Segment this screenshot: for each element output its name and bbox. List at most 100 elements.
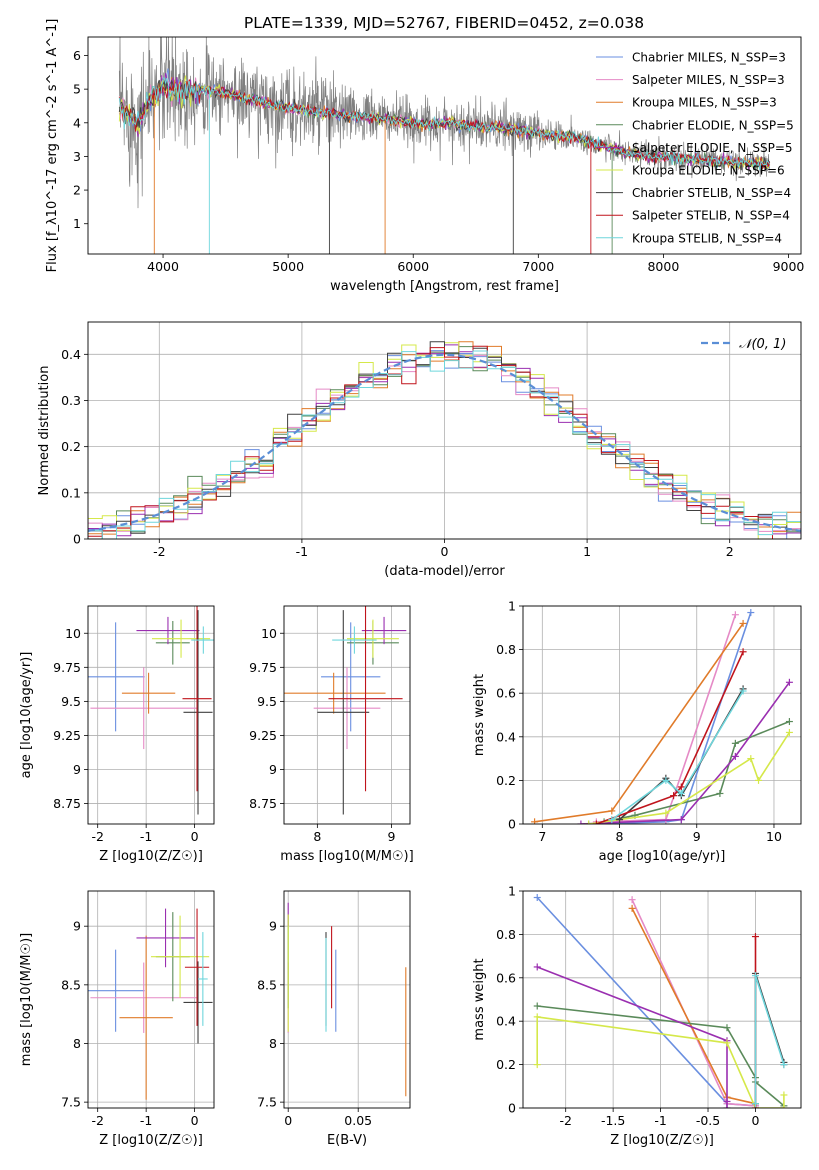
x-tick-label: 10 (766, 829, 782, 844)
plus-marker (751, 1100, 759, 1108)
x-tick-label: 8 (616, 829, 624, 844)
error-bar-point (136, 908, 195, 968)
error-bar-point (347, 619, 399, 658)
x-tick-label: -1.5 (601, 1113, 625, 1128)
error-bar-point (183, 610, 213, 815)
plus-marker (785, 718, 793, 726)
y-tick-label: 7.5 (257, 1095, 277, 1110)
x-axis-label: Z [log10(Z/Z☉)] (610, 1133, 714, 1148)
y-tick-label: 0.3 (61, 393, 81, 408)
plus-marker (677, 789, 685, 797)
x-tick-label: 0.05 (344, 1113, 372, 1128)
axes-age_vs_mass: 8 9 8.75 9 9.25 9.5 9.75 10 mass [log10(M/M☉)] (249, 605, 414, 864)
plot-area (88, 341, 801, 539)
legend-label: Chabrier MILES, N_SSP=3 (632, 51, 786, 65)
error-bar-point (136, 616, 200, 645)
plus-marker (731, 739, 739, 747)
y-tick-label: 8.75 (53, 796, 81, 811)
x-tick-label: 1 (583, 544, 591, 559)
plus-marker (739, 619, 747, 627)
x-tick-label: 7 (538, 829, 546, 844)
y-tick-label: 10 (261, 626, 277, 641)
axes-age_vs_Z: -2 -1 0 8.75 9 9.25 9.5 9.75 10 Z [log10(Z/Z☉)] ag… (19, 605, 215, 864)
plus-marker (662, 809, 670, 817)
x-tick-label: -2 (91, 1113, 103, 1128)
error-bar-point (88, 622, 145, 732)
weight-line (631, 899, 756, 1107)
y-tick-label: 8.5 (61, 977, 81, 992)
plus-marker (577, 820, 585, 824)
plus-marker (616, 816, 624, 824)
plus-marker (755, 776, 763, 784)
plus-marker (677, 816, 685, 824)
plus-marker (585, 820, 593, 824)
weight-line (611, 690, 744, 821)
x-tick-label: 0 (441, 544, 449, 559)
x-tick-label: -2 (559, 1113, 571, 1128)
error-bar-point (361, 616, 407, 645)
y-tick-label: 0.8 (496, 927, 516, 942)
error-bar-point (121, 672, 176, 714)
axes-frame (522, 890, 802, 1109)
plus-marker (739, 687, 747, 695)
x-tick-label: 9 (693, 829, 701, 844)
error-bar-point (317, 610, 370, 815)
plus-marker (531, 818, 539, 824)
y-tick-label: 0.1 (61, 485, 81, 500)
error-bar-point (284, 672, 386, 714)
axes-spectrum: 4000 5000 6000 7000 8000 9000 1 2 3 4 5 6 wavelength… (45, 19, 804, 294)
y-tick-label: 0 (508, 817, 516, 832)
plus-marker (751, 972, 759, 980)
weight-line (754, 973, 785, 1104)
y-tick-label: 0.8 (496, 642, 516, 657)
x-axis-label: wavelength [Angstrom, rest frame] (330, 279, 559, 294)
y-tick-label: 6 (73, 48, 81, 63)
error-bar-point (313, 667, 381, 750)
plus-marker (608, 807, 616, 815)
y-tick-label: 1 (508, 884, 516, 899)
x-axis-label: mass [log10(M/M☉)] (280, 849, 413, 864)
plus-marker (723, 1024, 731, 1032)
plus-marker (592, 820, 600, 824)
legend-label: Chabrier ELODIE, N_SSP=5 (632, 118, 794, 132)
histogram-step (88, 345, 801, 539)
legend-label: Kroupa STELIB, N_SSP=4 (632, 231, 782, 245)
x-axis-label: Z [log10(Z/Z☉)] (99, 849, 203, 864)
y-tick-label: 9 (73, 919, 81, 934)
plus-marker (628, 896, 636, 904)
y-tick-label: 0.2 (61, 439, 81, 454)
plus-marker (723, 1104, 731, 1108)
axes-frame (283, 605, 411, 825)
legend-label: Salpeter MILES, N_SSP=3 (632, 73, 785, 87)
y-tick-label: 9.75 (53, 660, 81, 675)
plus-marker (608, 816, 616, 824)
legend-label: 𝒩(0, 1) (739, 337, 786, 352)
x-tick-label: 9 (387, 829, 395, 844)
x-axis-label: age [log10(age/yr)] (599, 849, 726, 864)
plus-marker (533, 1013, 541, 1021)
y-tick-label: 0.4 (496, 729, 516, 744)
x-axis-label: E(B-V) (327, 1133, 367, 1148)
axes-frame (87, 321, 802, 540)
axes-frame (522, 605, 802, 825)
y-tick-label: 9.25 (249, 728, 277, 743)
legend-label: Kroupa MILES, N_SSP=3 (632, 96, 777, 110)
legend-label: Salpeter STELIB, N_SSP=4 (632, 209, 790, 223)
y-axis-label: Normed distribution (37, 366, 52, 496)
x-tick-label: -1 (140, 1113, 152, 1128)
x-axis-label: (data-model)/error (384, 564, 505, 579)
x-tick-label: 8000 (647, 259, 679, 274)
x-tick-label: 0 (191, 829, 199, 844)
plot-area (88, 606, 214, 815)
spectrum-data-line (118, 37, 770, 209)
axes-weight_vs_age: 7 8 9 10 0 0.2 0.4 0.6 0.8 1 age [log10(age/yr)] ma… (472, 599, 802, 864)
plus-marker (739, 648, 747, 656)
x-tick-label: -0.5 (696, 1113, 720, 1128)
x-tick-label: -1 (654, 1113, 666, 1128)
plus-marker (533, 1002, 541, 1010)
error-bar-point (332, 626, 377, 654)
error-bar-point (119, 935, 173, 1100)
x-tick-label: 5000 (272, 259, 304, 274)
y-tick-label: 9.5 (257, 694, 277, 709)
x-tick-label: 0 (751, 1113, 759, 1128)
